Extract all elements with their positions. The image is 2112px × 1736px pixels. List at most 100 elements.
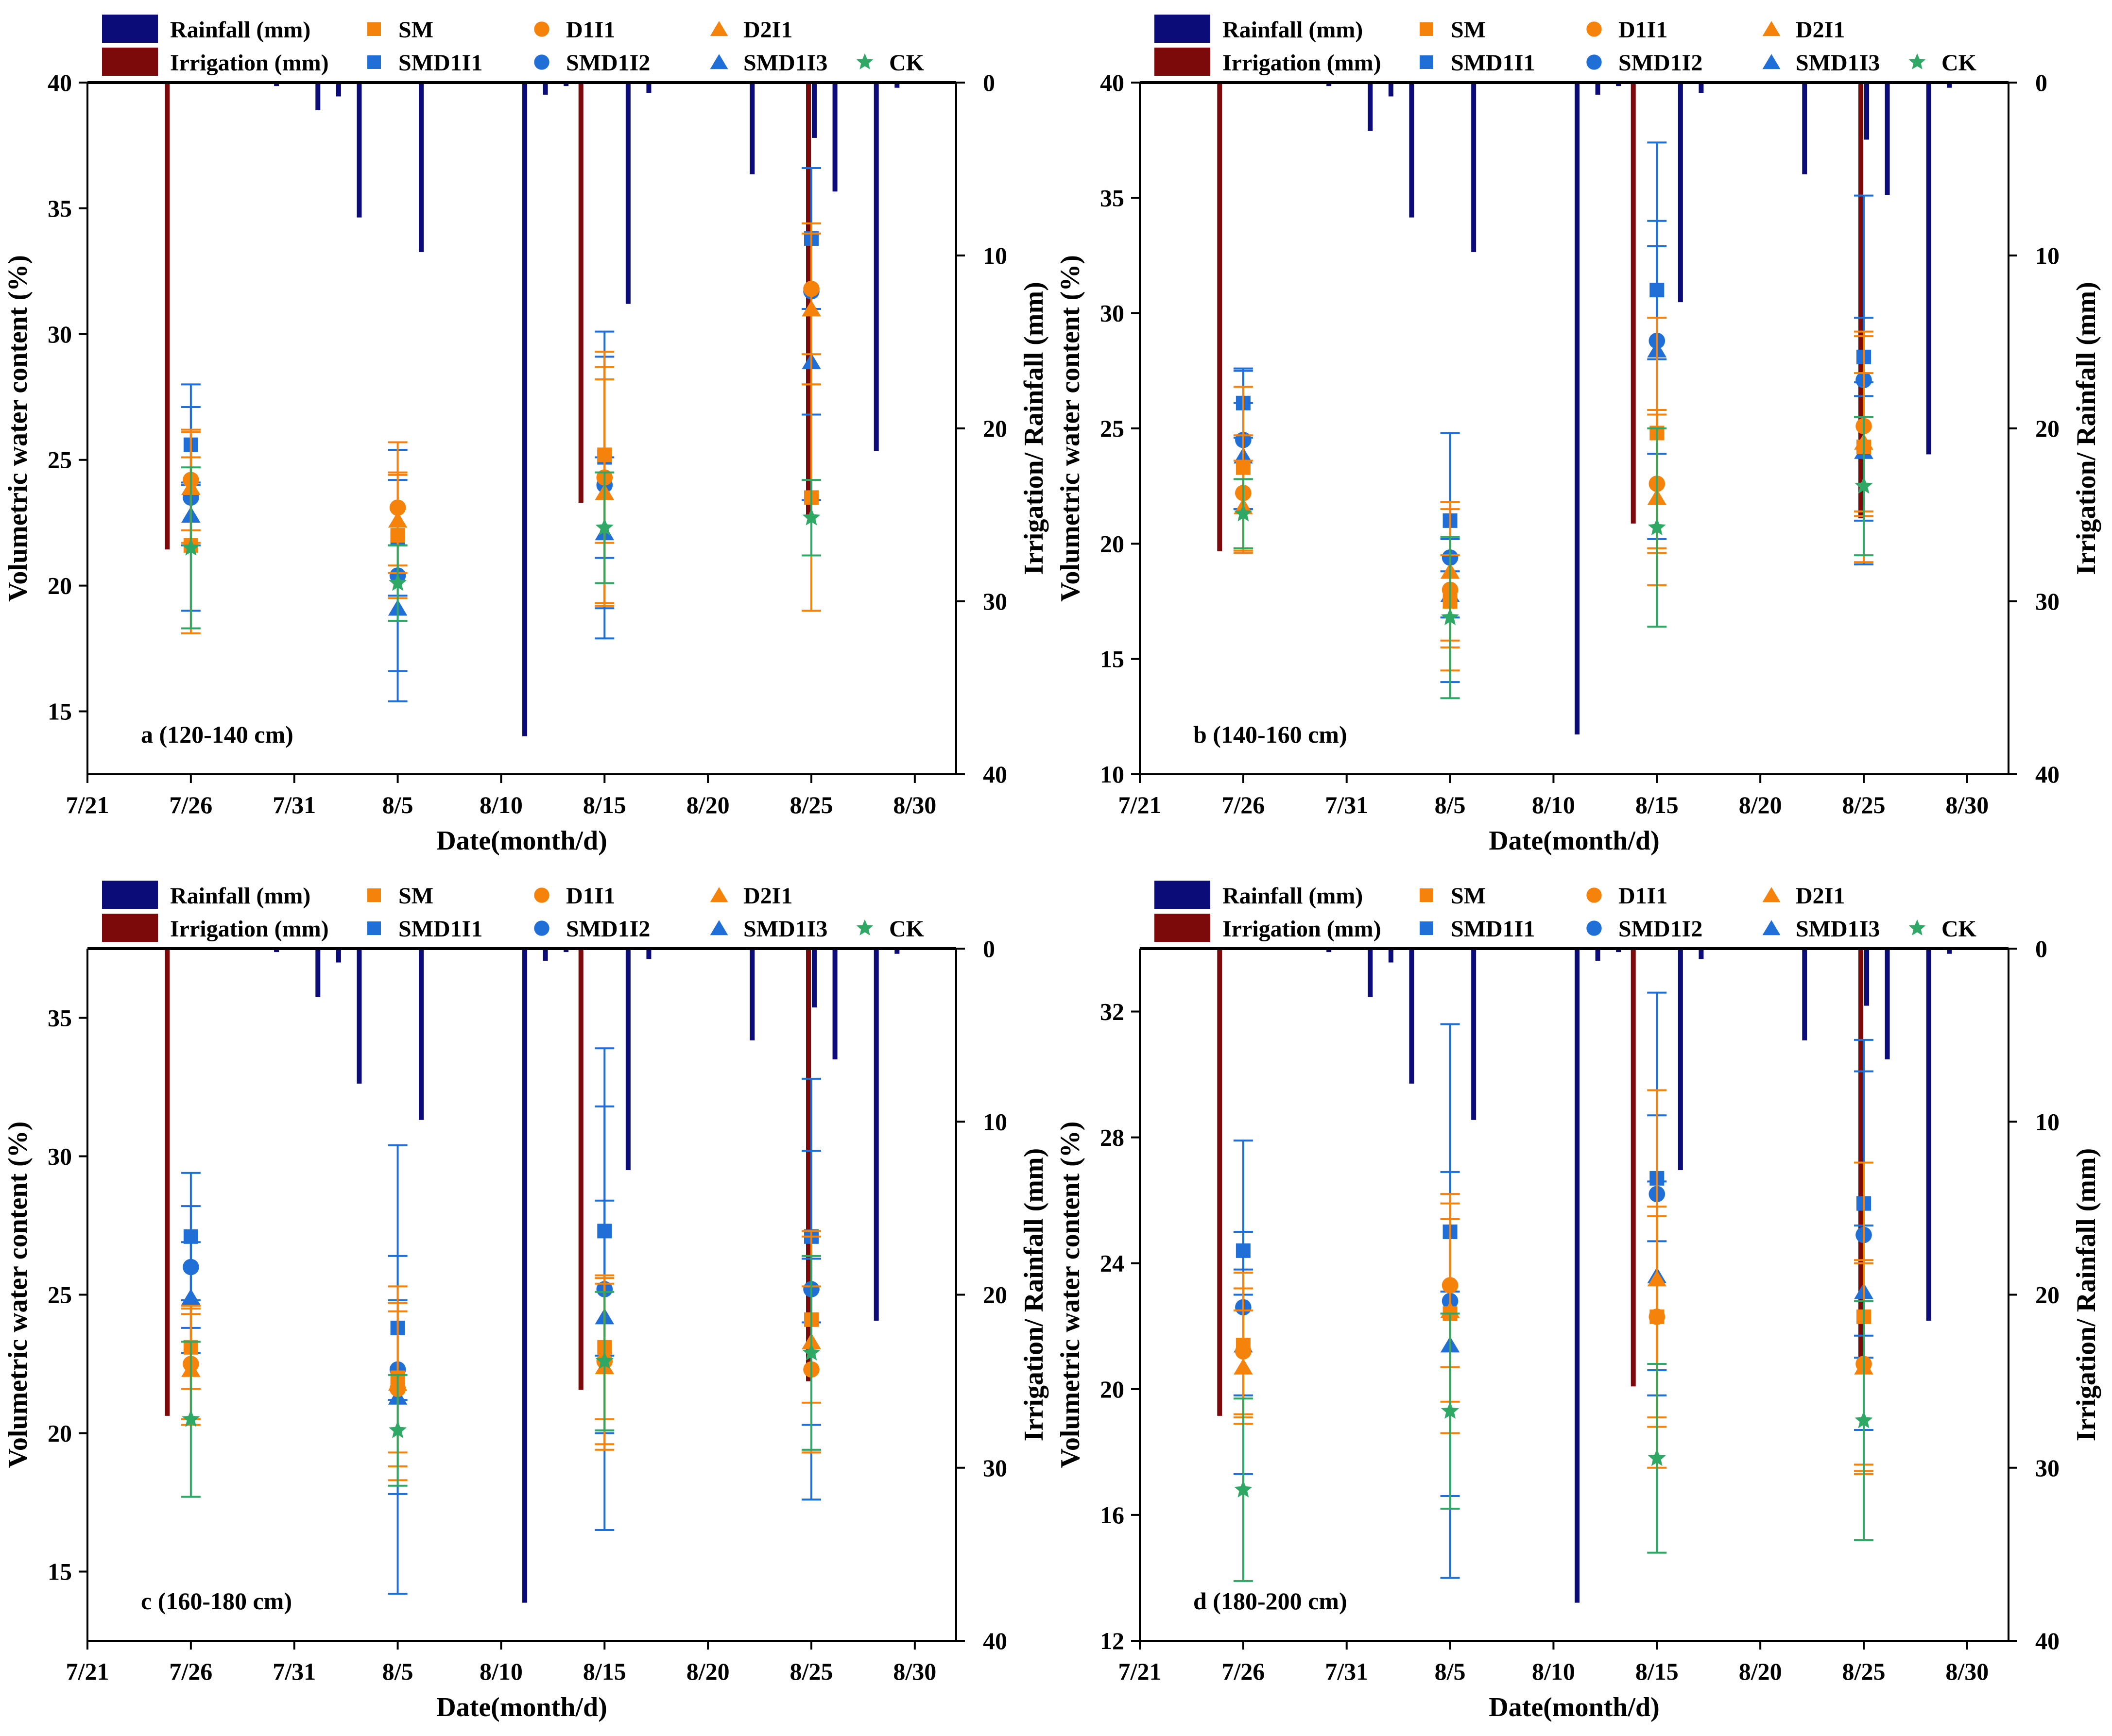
axes: 7/21 7/26 7/31 8/5 8/10 8/15 8/20 8/25 8/30 15 20 2…: [3, 69, 1049, 856]
rainfall-bar: [1471, 83, 1477, 252]
rainfall-bar: [894, 83, 900, 88]
y-tick-label: 32: [1100, 998, 1124, 1025]
y2-tick-label: 30: [983, 588, 1007, 615]
panel-label: b (140-160 cm): [1193, 721, 1347, 748]
point-d2i1: [802, 300, 821, 317]
y-tick-label: 35: [1100, 184, 1124, 211]
point-smd1i3: [181, 1289, 201, 1305]
legend-swatch-rainfall: [1154, 881, 1210, 909]
y-tick-label: 20: [1100, 530, 1124, 557]
legend-marker-smd1i1: [1420, 55, 1433, 69]
y2-tick-label: 20: [983, 415, 1007, 442]
legend-marker-d1i1: [1586, 887, 1602, 903]
x-tick-label: 8/15: [1635, 791, 1679, 818]
legend-item-d1i1: D1I1: [1586, 883, 1667, 909]
rainfall-bar: [874, 949, 879, 1321]
rainfall-bar: [1595, 83, 1600, 95]
y-tick-label: 28: [1100, 1124, 1124, 1151]
legend-label-rainfall: Rainfall (mm): [1222, 17, 1363, 43]
legend-label-irrigation: Irrigation (mm): [1222, 916, 1381, 942]
y-tick-label: 20: [48, 1420, 72, 1447]
legend-item-smd1i2: SMD1I2: [1586, 916, 1702, 942]
y-tick-label: 25: [1100, 415, 1124, 442]
legend-marker-smd1i2: [534, 54, 549, 70]
x-tick-label: 7/31: [1325, 791, 1368, 818]
axes: 7/21 7/26 7/31 8/5 8/10 8/15 8/20 8/25 8/30 12 16 2…: [1055, 935, 2101, 1722]
x-tick-label: 8/25: [790, 791, 833, 818]
irrigation-bar: [578, 949, 584, 1390]
legend-marker-smd1i3: [710, 920, 728, 936]
rainfall-bar: [646, 83, 652, 93]
y2-tick-label: 30: [983, 1454, 1007, 1481]
legend-marker-d1i1: [534, 887, 549, 903]
irrigation-bar: [1858, 949, 1863, 1375]
legend-label-smd1i3: SMD1I3: [743, 50, 827, 76]
legend-swatch-rainfall: [102, 881, 158, 909]
rainfall-bar: [1471, 949, 1477, 1120]
legend-marker-smd1i2: [534, 920, 549, 936]
x-tick-label: 8/25: [1842, 1658, 1886, 1685]
legend-label-smd1i2: SMD1I2: [566, 50, 650, 76]
legend-label-rainfall: Rainfall (mm): [170, 17, 310, 43]
rainfall-bar: [1885, 83, 1890, 195]
legend-label-sm: SM: [1451, 883, 1486, 909]
point-ck: [1234, 504, 1253, 522]
legend-item-irrigation: Irrigation (mm): [1154, 914, 1381, 942]
legend-item-d1i1: D1I1: [1586, 17, 1667, 43]
point-ck: [182, 538, 200, 556]
y2-tick-label: 20: [2035, 415, 2060, 442]
legend-label-d1i1: D1I1: [566, 883, 615, 909]
rainfall-bar: [1678, 949, 1683, 1170]
y-tick-label: 10: [1100, 761, 1124, 788]
rainfall-bar: [419, 83, 424, 252]
y-tick-label: 15: [48, 1558, 72, 1585]
point-ck: [802, 1343, 821, 1361]
point-ck: [1648, 518, 1666, 535]
legend: Rainfall (mm) SM D1I1 D2I1 Irrigation (mm) SM…: [1154, 881, 1976, 942]
legend-marker-d2i1: [1762, 887, 1781, 902]
y-tick-label: 25: [48, 1281, 72, 1309]
point-d2i1: [1647, 1270, 1667, 1287]
legend-label-ck: CK: [889, 916, 924, 942]
x-tick-label: 7/26: [1221, 791, 1265, 818]
legend-label-d2i1: D2I1: [1796, 883, 1845, 909]
legend-item-rainfall: Rainfall (mm): [1154, 881, 1363, 909]
y-tick-label: 35: [48, 195, 72, 222]
irrigation-bar: [1217, 83, 1222, 551]
rainfall-bar: [336, 949, 341, 963]
legend-label-smd1i1: SMD1I1: [1451, 50, 1535, 76]
x-tick-label: 7/26: [1221, 1658, 1265, 1685]
y-tick-label: 35: [48, 1004, 72, 1032]
x-axis-title: Date(month/d): [436, 1692, 607, 1722]
rainfall-bar: [1575, 949, 1580, 1603]
y2-tick-label: 10: [2035, 1108, 2060, 1135]
rainfall-bar: [1388, 83, 1393, 97]
legend-marker-ck: [856, 53, 874, 69]
x-tick-label: 8/5: [1435, 1658, 1466, 1685]
panel-label: c (160-180 cm): [141, 1587, 292, 1615]
x-tick-label: 7/21: [66, 791, 109, 818]
y2-tick-label: 0: [983, 69, 995, 96]
legend-item-ck: CK: [856, 916, 924, 942]
rainfall-bar: [1575, 83, 1580, 735]
legend-item-smd1i3: SMD1I3: [710, 50, 827, 76]
rainfall-bar: [1595, 949, 1600, 961]
y2-tick-label: 10: [983, 242, 1007, 269]
rainfall-bar: [274, 83, 279, 86]
y-tick-label: 25: [48, 446, 72, 474]
x-tick-label: 8/20: [687, 1658, 730, 1685]
x-tick-label: 7/26: [169, 791, 212, 818]
legend-item-ck: CK: [1908, 916, 1976, 942]
legend-label-ck: CK: [889, 50, 924, 76]
y2-axis-title: Irrigation/ Rainfall (mm): [1019, 282, 1049, 575]
y2-axis-title: Irrigation/ Rainfall (mm): [1019, 1148, 1049, 1441]
legend-marker-smd1i3: [1762, 54, 1781, 69]
rainfall-bar: [1409, 83, 1414, 218]
legend-marker-smd1i2: [1586, 54, 1602, 70]
point-ck: [595, 518, 614, 536]
y-tick-label: 30: [48, 1143, 72, 1170]
legend-label-sm: SM: [1451, 17, 1486, 43]
